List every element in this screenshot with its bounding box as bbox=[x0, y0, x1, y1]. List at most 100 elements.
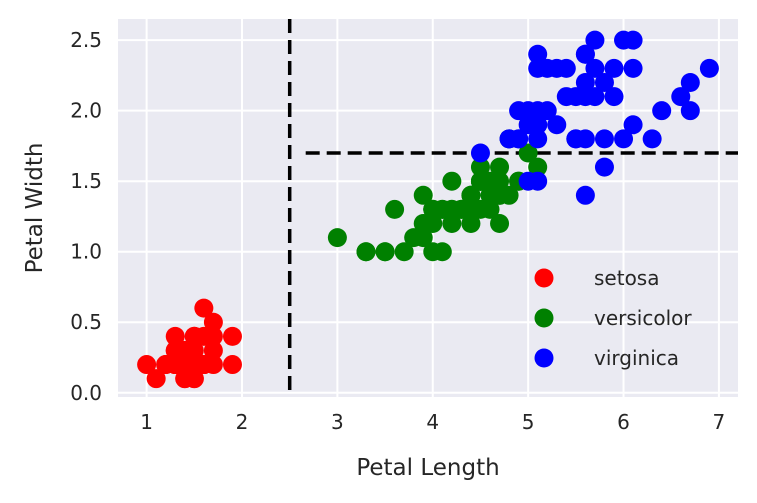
data-point bbox=[594, 72, 614, 92]
data-point bbox=[680, 72, 700, 92]
data-point bbox=[175, 355, 195, 375]
legend-label-versicolor: versicolor bbox=[594, 306, 692, 330]
x-tick-label: 1 bbox=[140, 410, 153, 434]
legend-label-virginica: virginica bbox=[594, 346, 679, 370]
data-point bbox=[556, 58, 576, 78]
y-axis-label: Petal Width bbox=[22, 143, 48, 274]
data-point bbox=[642, 129, 662, 149]
data-point bbox=[566, 129, 586, 149]
data-point bbox=[442, 214, 462, 234]
data-point bbox=[461, 214, 481, 234]
legend: setosa versicolor virginica bbox=[534, 266, 692, 370]
data-point bbox=[509, 101, 529, 121]
data-point bbox=[404, 228, 424, 248]
legend-marker-setosa bbox=[534, 268, 554, 288]
series-versicolor bbox=[327, 129, 548, 262]
data-point bbox=[671, 87, 691, 107]
data-point bbox=[470, 171, 490, 191]
y-tick-label: 0.0 bbox=[70, 381, 102, 405]
data-point bbox=[623, 58, 643, 78]
data-point bbox=[575, 185, 595, 205]
data-point bbox=[137, 355, 157, 375]
data-point bbox=[604, 58, 624, 78]
data-point bbox=[423, 214, 443, 234]
y-tick-label: 2.0 bbox=[70, 99, 102, 123]
data-point bbox=[203, 340, 223, 360]
x-tick-label: 5 bbox=[522, 410, 535, 434]
data-point bbox=[652, 101, 672, 121]
data-point bbox=[490, 214, 510, 234]
y-tick-label: 1.0 bbox=[70, 240, 102, 264]
data-point bbox=[499, 129, 519, 149]
series-virginica bbox=[470, 30, 719, 205]
data-point bbox=[480, 185, 500, 205]
x-tick-label: 2 bbox=[236, 410, 249, 434]
data-point bbox=[575, 87, 595, 107]
legend-marker-virginica bbox=[534, 348, 554, 368]
data-point bbox=[575, 72, 595, 92]
data-point bbox=[623, 115, 643, 135]
data-points bbox=[137, 30, 719, 389]
y-tick-label: 1.5 bbox=[70, 169, 102, 193]
data-point bbox=[432, 199, 452, 219]
data-point bbox=[518, 143, 538, 163]
data-point bbox=[394, 242, 414, 262]
data-point bbox=[146, 369, 166, 389]
legend-label-setosa: setosa bbox=[594, 266, 659, 290]
data-point bbox=[528, 171, 548, 191]
data-point bbox=[432, 242, 452, 262]
data-point bbox=[451, 199, 471, 219]
data-point bbox=[175, 369, 195, 389]
data-point bbox=[528, 157, 548, 177]
data-point bbox=[575, 44, 595, 64]
y-tick-labels: 0.0 0.5 1.0 1.5 2.0 2.5 bbox=[70, 28, 102, 405]
data-point bbox=[470, 157, 490, 177]
data-point bbox=[470, 143, 490, 163]
data-point bbox=[442, 171, 462, 191]
data-point bbox=[194, 298, 214, 318]
data-point bbox=[556, 87, 576, 107]
data-point bbox=[327, 228, 347, 248]
data-point bbox=[413, 185, 433, 205]
series-setosa bbox=[137, 298, 242, 389]
data-point bbox=[585, 58, 605, 78]
data-point bbox=[594, 129, 614, 149]
data-point bbox=[537, 101, 557, 121]
data-point bbox=[490, 171, 510, 191]
data-point bbox=[203, 312, 223, 332]
data-point bbox=[356, 242, 376, 262]
x-axis-label: Petal Length bbox=[356, 455, 499, 481]
legend-marker-versicolor bbox=[534, 308, 554, 328]
data-point bbox=[165, 326, 185, 346]
x-tick-label: 7 bbox=[713, 410, 726, 434]
data-point bbox=[175, 340, 195, 360]
data-point bbox=[604, 87, 624, 107]
x-tick-labels: 1 2 3 4 5 6 7 bbox=[140, 410, 725, 434]
data-point bbox=[528, 129, 548, 149]
data-point bbox=[699, 58, 719, 78]
data-point bbox=[222, 355, 242, 375]
data-point bbox=[680, 101, 700, 121]
y-tick-label: 2.5 bbox=[70, 28, 102, 52]
data-point bbox=[375, 242, 395, 262]
data-point bbox=[499, 185, 519, 205]
data-point bbox=[537, 58, 557, 78]
data-point bbox=[594, 157, 614, 177]
data-point bbox=[222, 326, 242, 346]
data-point bbox=[385, 199, 405, 219]
data-point bbox=[614, 129, 634, 149]
y-tick-label: 0.5 bbox=[70, 310, 102, 334]
x-tick-label: 6 bbox=[617, 410, 630, 434]
x-tick-label: 4 bbox=[426, 410, 439, 434]
data-point bbox=[184, 326, 204, 346]
data-point bbox=[585, 30, 605, 50]
data-point bbox=[490, 157, 510, 177]
data-point bbox=[518, 115, 538, 135]
data-point bbox=[547, 115, 567, 135]
data-point bbox=[480, 199, 500, 219]
data-point bbox=[528, 44, 548, 64]
x-tick-label: 3 bbox=[331, 410, 344, 434]
data-point bbox=[461, 185, 481, 205]
data-point bbox=[623, 30, 643, 50]
